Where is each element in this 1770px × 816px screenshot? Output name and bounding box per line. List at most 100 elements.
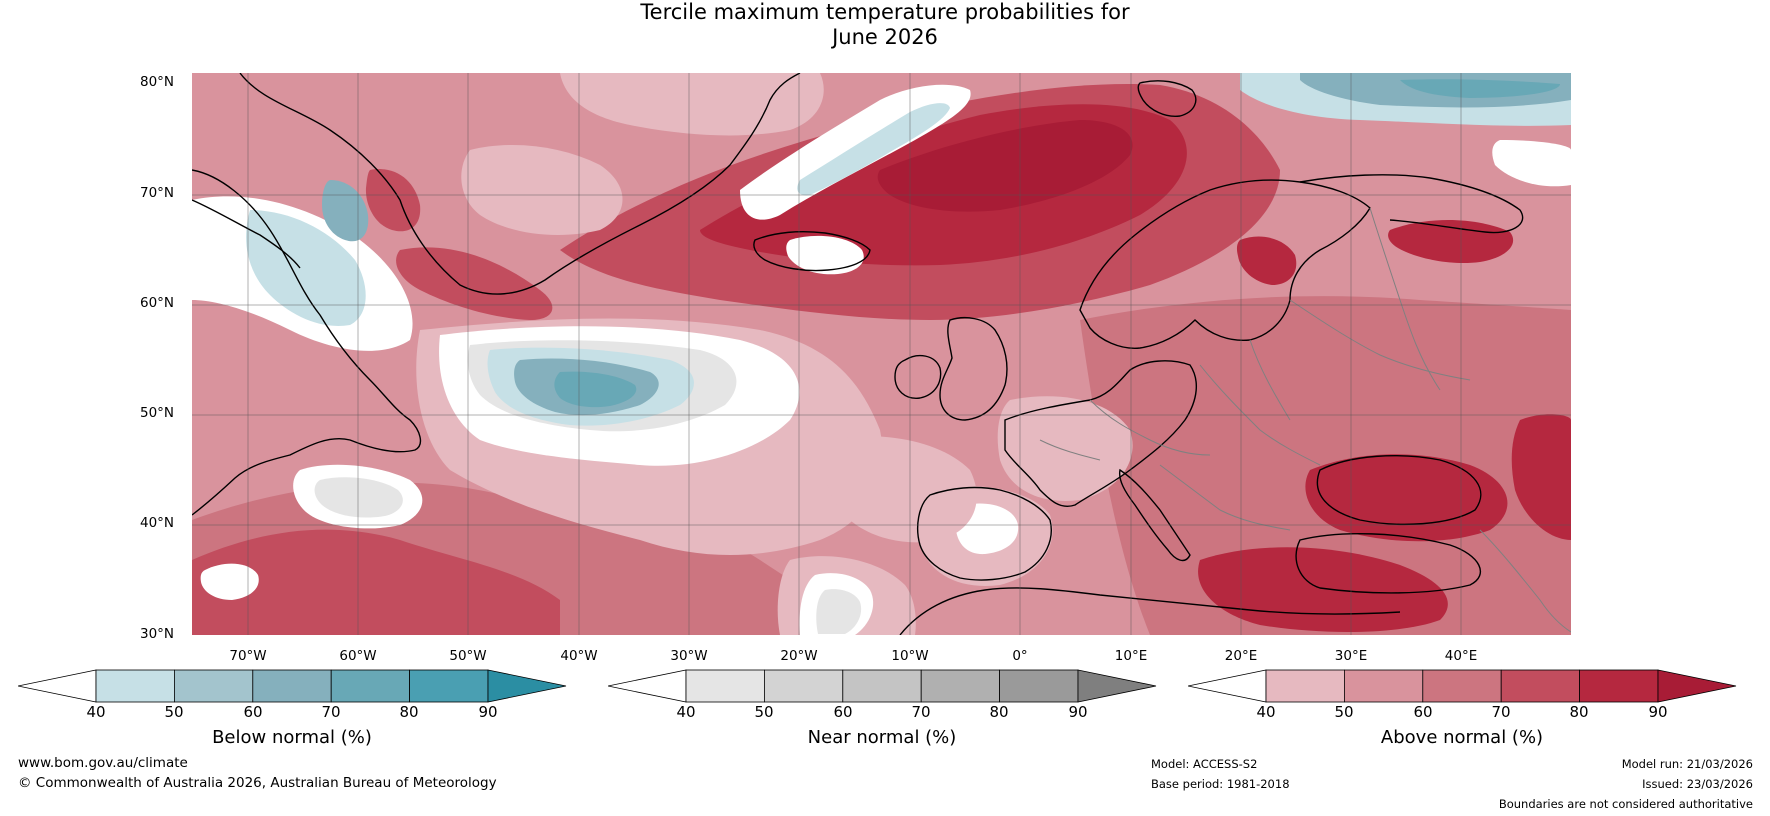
near-swatch-1 (685, 669, 765, 703)
colorbar-above-title: Above normal (%) (1380, 727, 1544, 748)
tick-above-40: 40 (1256, 703, 1276, 721)
below-swatch-max (487, 669, 567, 703)
near-swatch-2 (763, 669, 844, 703)
near-swatch-4 (920, 669, 1001, 703)
field-greenland-interior (461, 145, 623, 235)
field-arctic-white (1492, 140, 1571, 187)
lon-label-60w: 60°W (339, 648, 377, 664)
colorbar-above (1188, 669, 1737, 703)
near-swatch-3 (842, 669, 922, 703)
model-run-date: Model run: 21/03/2026 (1621, 757, 1753, 771)
field-labrador-below-2 (322, 180, 369, 242)
border-7 (1479, 529, 1571, 633)
near-swatch-min (608, 669, 687, 703)
lon-label-40w: 40°W (560, 648, 598, 664)
coast-russia-north (1299, 174, 1524, 234)
tick-above-60: 60 (1413, 703, 1433, 721)
tick-below-60: 60 (243, 703, 263, 721)
border-8 (1039, 439, 1101, 461)
border-1 (1089, 399, 1211, 456)
lon-label-0: 0° (1012, 648, 1028, 664)
coast-black-sea (1316, 455, 1482, 526)
lon-label-40e: 40°E (1444, 648, 1478, 664)
lon-label-30e: 30°E (1334, 648, 1368, 664)
field-fram-strait-below (797, 103, 950, 196)
tick-near-40: 40 (676, 703, 696, 721)
near-swatch-5 (999, 669, 1079, 703)
border-5 (1369, 207, 1441, 391)
tick-below-80: 80 (399, 703, 419, 721)
tick-below-50: 50 (164, 703, 184, 721)
tick-above-80: 80 (1569, 703, 1589, 721)
coast-labrador-islands (192, 199, 301, 269)
field-south-west (192, 529, 560, 635)
field-atlantic-below-3 (554, 371, 637, 408)
below-swatch-2 (173, 669, 254, 703)
tick-below-40: 40 (86, 703, 106, 721)
lat-label-40n: 40°N (140, 515, 175, 531)
field-russia-red (1388, 220, 1514, 264)
colorbar-below-title: Below normal (%) (212, 727, 372, 748)
field-w-europe-light (997, 396, 1133, 501)
map-title: Tercile maximum temperature probabilitie… (0, 0, 1770, 50)
issued-date: Issued: 23/03/2026 (1642, 777, 1753, 791)
field-arctic-below-3 (1400, 79, 1560, 98)
field-mid-atlantic-light (824, 436, 977, 543)
above-swatch-4 (1500, 669, 1581, 703)
coast-uk (939, 317, 1008, 421)
tick-near-80: 80 (989, 703, 1009, 721)
above-swatch-min (1188, 669, 1267, 703)
lat-label-60n: 60°N (140, 295, 175, 311)
field-greenland-red (396, 247, 553, 320)
lon-label-10e: 10°E (1114, 648, 1148, 664)
title-line-1: Tercile maximum temperature probabilitie… (640, 0, 1130, 24)
title-line-2: June 2026 (832, 25, 938, 49)
coastlines (192, 73, 1524, 635)
field-finland-red (1236, 236, 1297, 285)
below-swatch-min (18, 669, 97, 703)
above-swatch-max (1657, 669, 1737, 703)
below-swatch-1 (95, 669, 175, 703)
colorbar-near-title: Near normal (%) (807, 727, 957, 748)
model-name: Model: ACCESS-S2 (1151, 757, 1258, 771)
field-sw-white (200, 563, 259, 600)
above-swatch-5 (1579, 669, 1659, 703)
coast-ireland (894, 354, 942, 399)
coast-europe (1004, 360, 1197, 507)
colorbar-near (608, 669, 1157, 703)
website-link[interactable]: www.bom.gov.au/climate (18, 755, 188, 771)
tick-near-70: 70 (911, 703, 931, 721)
border-2 (1199, 364, 1321, 466)
copyright-text: © Commonwealth of Australia 2026, Austra… (18, 775, 497, 791)
lon-label-20e: 20°E (1224, 648, 1258, 664)
below-swatch-5 (409, 669, 489, 703)
graticule (192, 73, 1571, 635)
field-canary-near (816, 589, 862, 634)
map-field (192, 73, 1571, 635)
tick-near-60: 60 (833, 703, 853, 721)
boundary-disclaimer: Boundaries are not considered authoritat… (1498, 797, 1753, 811)
lon-label-30w: 30°W (670, 648, 708, 664)
field-iceland-white (786, 235, 864, 275)
tick-near-90: 90 (1068, 703, 1088, 721)
below-swatch-3 (252, 669, 332, 703)
colorbar-below (18, 669, 567, 703)
lat-label-30n: 30°N (140, 626, 175, 642)
below-swatch-4 (330, 669, 411, 703)
tick-near-50: 50 (754, 703, 774, 721)
tick-below-70: 70 (321, 703, 341, 721)
lon-label-50w: 50°W (449, 648, 487, 664)
field-east-red (1511, 414, 1571, 540)
base-period: Base period: 1981-2018 (1151, 777, 1290, 791)
above-swatch-2 (1343, 669, 1424, 703)
coast-italy (1118, 468, 1191, 562)
lon-label-70w: 70°W (229, 648, 267, 664)
coast-iceland (753, 231, 871, 272)
near-swatch-max (1077, 669, 1157, 703)
field-norwegian-sea-3 (877, 120, 1133, 212)
border-3 (1249, 339, 1291, 421)
above-swatch-3 (1422, 669, 1502, 703)
border-6 (1159, 464, 1291, 531)
lon-label-10w: 10°W (891, 648, 929, 664)
